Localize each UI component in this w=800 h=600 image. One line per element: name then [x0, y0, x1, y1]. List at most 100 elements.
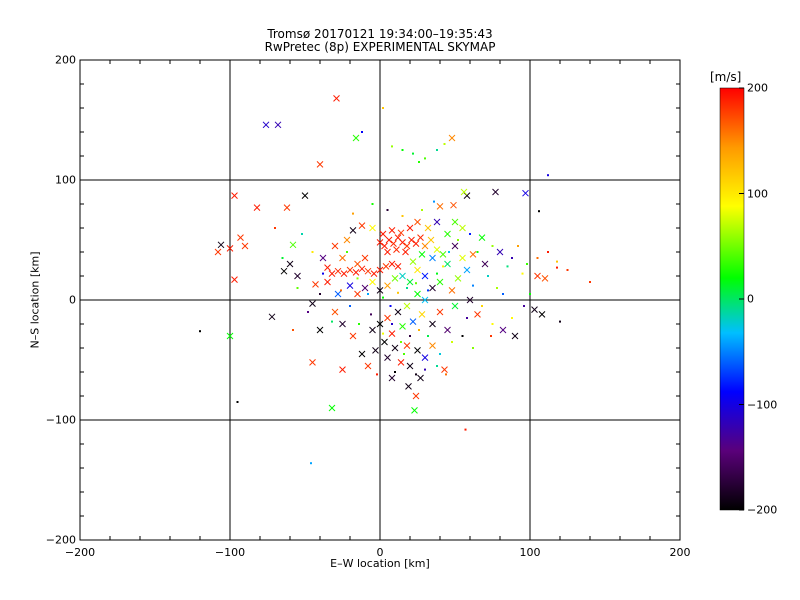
dot-marker	[566, 269, 569, 271]
cross-marker	[481, 260, 489, 268]
dot-marker	[346, 251, 348, 253]
dot-marker	[386, 209, 389, 211]
chart-title: Tromsø 20170121 19:34:00–19:35:43	[267, 27, 493, 41]
cross-marker	[309, 359, 316, 366]
dot-marker	[322, 272, 324, 275]
cross-marker	[414, 290, 421, 298]
cross-marker	[451, 302, 459, 310]
dot-marker	[443, 143, 446, 145]
cross-marker	[364, 267, 372, 275]
cross-marker	[372, 347, 379, 354]
cross-marker	[478, 234, 486, 241]
cross-marker	[499, 326, 507, 334]
dot-marker	[319, 293, 321, 295]
dot-marker	[547, 174, 549, 177]
cross-marker	[421, 242, 429, 250]
dot-marker	[281, 257, 284, 259]
cross-marker	[397, 229, 405, 237]
dot-marker	[307, 311, 309, 313]
cross-marker	[429, 254, 436, 262]
cross-marker	[436, 308, 444, 316]
cross-marker	[421, 354, 429, 361]
cross-marker	[429, 284, 436, 292]
cross-marker	[417, 234, 424, 241]
dot-marker	[427, 289, 429, 292]
x-tick-label: −200	[64, 546, 96, 559]
cross-marker	[214, 248, 222, 256]
cross-marker	[384, 282, 391, 289]
cross-marker	[324, 264, 331, 271]
dot-marker	[382, 107, 384, 109]
cross-marker	[399, 239, 406, 246]
dot-marker	[490, 335, 492, 337]
cross-marker	[352, 134, 360, 142]
cross-marker	[388, 260, 396, 268]
cross-marker	[433, 246, 441, 253]
cross-marker	[226, 332, 234, 340]
cross-marker	[354, 260, 361, 268]
cross-marker	[369, 224, 376, 232]
cross-marker	[424, 224, 432, 232]
cross-marker	[469, 251, 477, 258]
cross-marker	[340, 270, 348, 277]
cross-marker	[376, 266, 384, 274]
cross-marker	[522, 189, 529, 197]
cross-marker	[444, 230, 451, 238]
dot-marker	[361, 131, 363, 133]
cross-marker	[381, 338, 388, 346]
cross-marker	[448, 134, 456, 142]
cross-marker	[388, 330, 396, 337]
dot-marker	[521, 272, 524, 275]
cross-marker	[454, 275, 462, 282]
cross-marker	[286, 260, 294, 268]
cross-marker	[541, 275, 549, 282]
y-axis-label: N–S location [km]	[28, 251, 42, 349]
cross-marker	[324, 278, 331, 286]
cross-marker	[331, 308, 339, 316]
dot-marker	[356, 277, 359, 280]
dot-marker	[349, 305, 351, 307]
dot-marker	[382, 296, 384, 299]
dot-marker	[301, 233, 303, 235]
cross-marker	[534, 272, 541, 280]
dot-marker	[445, 373, 447, 376]
cross-marker	[384, 248, 391, 256]
chart-subtitle: RwPretec (8p) EXPERIMENTAL SKYMAP	[264, 40, 496, 54]
dot-marker	[340, 289, 342, 292]
cross-marker	[414, 218, 421, 226]
cross-marker	[429, 320, 436, 328]
cross-marker	[394, 263, 402, 270]
dot-marker	[433, 200, 435, 203]
cross-marker	[358, 350, 366, 358]
cross-marker	[382, 263, 390, 270]
cross-marker	[511, 332, 519, 340]
dot-marker	[400, 341, 402, 343]
cross-marker	[408, 236, 415, 244]
dot-marker	[352, 212, 354, 215]
dot-marker	[439, 353, 441, 355]
cross-marker	[316, 161, 324, 168]
cross-marker	[390, 240, 397, 247]
cross-marker	[361, 254, 369, 262]
cross-marker	[531, 306, 538, 313]
grid-lines	[80, 60, 680, 540]
dot-marker	[394, 371, 396, 373]
dot-marker	[199, 330, 201, 333]
cross-marker	[376, 320, 384, 328]
cross-marker	[346, 282, 354, 289]
cross-marker	[333, 95, 340, 102]
dot-marker	[556, 260, 558, 263]
dot-marker	[418, 161, 420, 163]
cross-marker	[280, 267, 288, 275]
cross-marker	[343, 236, 351, 244]
cross-marker	[376, 239, 384, 246]
y-tick-label: 100	[55, 173, 76, 187]
cross-marker	[414, 347, 421, 354]
cross-marker	[460, 188, 468, 196]
cross-marker	[412, 392, 420, 400]
cross-marker	[451, 218, 459, 226]
colorbar-tick-label: −100	[747, 398, 778, 411]
dot-marker	[506, 265, 509, 268]
dot-marker	[331, 320, 333, 323]
